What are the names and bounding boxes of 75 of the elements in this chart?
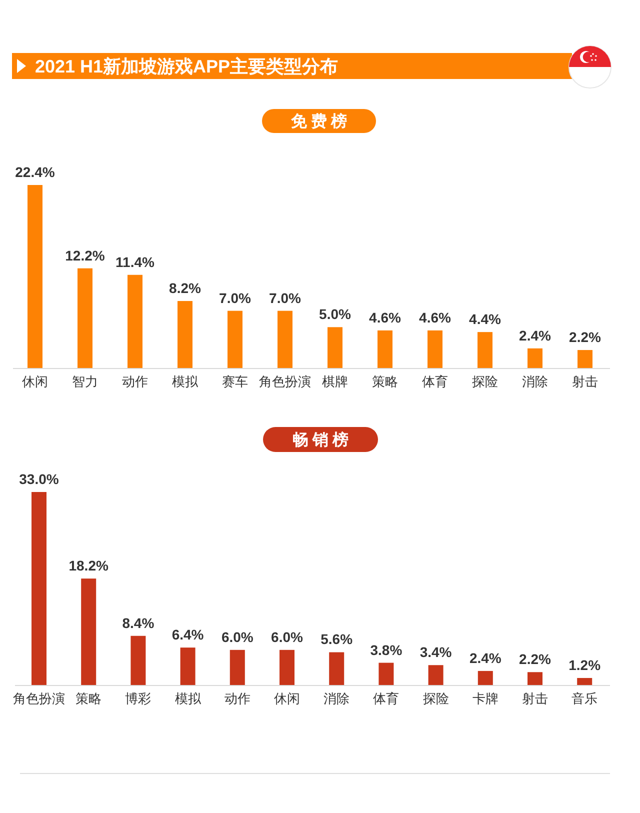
data-label: 1.2% — [568, 656, 602, 673]
bar — [278, 310, 292, 368]
bar — [180, 648, 196, 685]
data-label: 22.4% — [15, 164, 56, 180]
data-label: 8.4% — [122, 614, 155, 631]
x-tick-label: 模拟 — [174, 691, 202, 706]
data-label: 8.2% — [169, 280, 202, 296]
chart-title: 畅销榜 — [292, 431, 352, 449]
x-tick-label: 策略 — [372, 374, 398, 389]
x-tick-label: 动作 — [122, 374, 148, 389]
x-tick-label: 策略 — [76, 691, 102, 706]
x-tick-label: 射击 — [572, 374, 598, 389]
x-tick-label: 探险 — [472, 374, 498, 389]
bar — [328, 327, 342, 368]
data-label: 6.4% — [172, 626, 204, 643]
bar — [280, 650, 294, 685]
x-tick-label: 动作 — [224, 691, 250, 706]
x-tick-label: 消除 — [324, 691, 350, 706]
bar — [577, 678, 592, 685]
bar — [81, 578, 96, 685]
data-label: 4.4% — [469, 311, 502, 328]
data-label: 2.2% — [519, 651, 552, 668]
bar — [428, 665, 444, 685]
data-label: 3.8% — [370, 642, 403, 658]
bar — [128, 274, 142, 368]
data-label: 6.0% — [221, 628, 254, 645]
bar — [28, 185, 42, 368]
x-tick-label: 赛车 — [222, 374, 248, 389]
bar — [178, 301, 192, 368]
bar — [378, 662, 394, 685]
x-tick-label: 探险 — [422, 691, 449, 706]
data-label: 2.4% — [469, 650, 502, 666]
bar — [32, 492, 46, 685]
bar — [528, 672, 542, 685]
data-label: 18.2% — [68, 558, 109, 574]
bar — [130, 636, 146, 685]
bar — [230, 650, 245, 685]
data-label: 12.2% — [65, 247, 106, 264]
data-label: 2.4% — [519, 327, 552, 344]
bar — [478, 332, 492, 368]
chart-subtitle: 免费榜 — [290, 112, 351, 130]
bar — [378, 330, 392, 368]
x-tick-label: 体育 — [373, 691, 400, 706]
x-tick-label: 音乐 — [572, 691, 598, 706]
bar — [478, 670, 493, 685]
x-tick-label: 休闲 — [22, 374, 48, 389]
x-tick-label: 卡牌 — [472, 691, 498, 706]
x-tick-label: 休闲 — [274, 691, 300, 706]
x-tick-label: 射击 — [522, 691, 548, 706]
x-tick-label: 博彩 — [125, 691, 152, 706]
data-label: 3.4% — [420, 644, 452, 660]
data-label: 5.0% — [319, 306, 352, 322]
x-tick-label: 体育 — [422, 374, 448, 389]
chart-title: 2021 H1新加坡游戏APP主要类型分布 — [35, 56, 338, 76]
bar — [78, 268, 92, 368]
bar — [578, 350, 592, 368]
data-label: 4.6% — [369, 309, 402, 326]
x-tick-label: 消除 — [522, 374, 548, 389]
bar — [329, 652, 344, 685]
x-tick-label: 角色扮演 — [13, 691, 65, 706]
data-label: 5.6% — [320, 631, 354, 648]
x-tick-label: 棋牌 — [322, 374, 348, 389]
data-label: 4.6% — [419, 309, 452, 326]
data-label: 11.4% — [116, 254, 156, 270]
data-label: 7.0% — [219, 290, 252, 306]
data-label: 6.0% — [271, 628, 304, 645]
x-tick-label: 模拟 — [172, 374, 199, 389]
data-label: 33.0% — [19, 471, 60, 487]
bar — [428, 330, 442, 368]
data-label: 7.0% — [269, 290, 302, 306]
bar — [528, 348, 542, 368]
x-tick-label: 角色扮演 — [259, 374, 311, 389]
data-label: 2.2% — [569, 329, 602, 346]
x-tick-label: 智力 — [72, 374, 98, 389]
bar — [228, 310, 242, 368]
